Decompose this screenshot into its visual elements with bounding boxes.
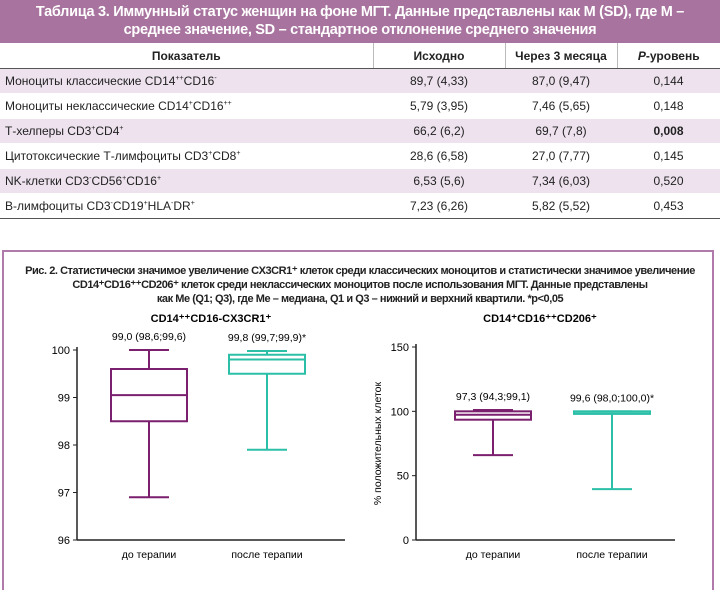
indicator-cell: В-лимфоциты CD3-CD19+HLA-DR+ — [0, 193, 373, 219]
col-header-3months: Через 3 месяца — [505, 43, 618, 69]
y-tick-label: 100 — [391, 406, 409, 418]
p-value-cell: 0,144 — [617, 68, 720, 94]
y-tick-label: 0 — [403, 535, 409, 547]
after-cell: 7,46 (5,65) — [505, 93, 617, 119]
y-tick-label: 99 — [58, 393, 70, 405]
chart-title: CD14⁺CD16⁺⁺CD206⁺ — [483, 313, 597, 325]
table-row: Цитотоксические Т-лимфоциты CD3+CD8+ 28,… — [0, 143, 720, 169]
caption-line: как Me (Q1; Q3), где Me – медиана, Q1 и … — [156, 293, 564, 305]
after-cell: 5,82 (5,52) — [505, 193, 617, 219]
baseline-cell: 89,7 (4,33) — [373, 68, 505, 94]
immune-status-table: Показатель Исходно Через 3 месяца P-уров… — [0, 43, 720, 219]
y-tick-label: 150 — [391, 342, 409, 354]
col-header-indicator: Показатель — [0, 43, 374, 69]
y-axis-label: % положительных клеток — [372, 382, 384, 506]
baseline-cell: 6,53 (5,6) — [373, 168, 505, 194]
y-tick-label: 98 — [58, 440, 70, 452]
p-value-cell: 0,145 — [617, 143, 720, 169]
indicator-cell: Цитотоксические Т-лимфоциты CD3+CD8+ — [0, 143, 373, 169]
y-tick-label: 50 — [397, 471, 409, 483]
p-value-cell: 0,520 — [617, 168, 720, 194]
x-tick-label: после терапии — [576, 549, 647, 561]
y-tick-label: 100 — [52, 345, 70, 357]
table-section: Таблица 3. Иммунный статус женщин на фон… — [0, 0, 720, 219]
box-label: 99,0 (98,6;99,6) — [112, 331, 186, 343]
baseline-cell: 5,79 (3,95) — [373, 93, 505, 119]
indicator-cell: NK-клетки CD3-CD56+CD16+ — [0, 168, 373, 194]
indicator-cell: Т-хелперы CD3+CD4+ — [0, 118, 373, 144]
after-cell: 7,34 (6,03) — [505, 168, 617, 194]
baseline-cell: 7,23 (6,26) — [373, 193, 505, 219]
figure-frame — [2, 250, 714, 590]
box-iqr — [228, 353, 306, 375]
x-tick-label: после терапии — [231, 549, 302, 561]
caption-line: CD14⁺CD16⁺⁺CD206⁺ клеток среди неклассич… — [72, 279, 648, 291]
indicator-cell: Моноциты классические CD14++CD16- — [0, 68, 373, 94]
chart-title: CD14⁺⁺CD16-CX3CR1⁺ — [151, 313, 272, 325]
y-tick-label: 96 — [58, 535, 70, 547]
caption-line: Рис. 2. Статистически значимое увеличени… — [25, 265, 695, 277]
after-cell: 27,0 (7,77) — [505, 143, 617, 169]
x-tick-label: до терапии — [122, 549, 177, 561]
box-label: 97,3 (94,3;99,1) — [456, 391, 530, 403]
col-header-baseline: Исходно — [373, 43, 506, 69]
table-row: Моноциты классические CD14++CD16- 89,7 (… — [0, 68, 720, 94]
table-row: NK-клетки CD3-CD56+CD16+ 6,53 (5,6) 7,34… — [0, 168, 720, 194]
figure-caption: Рис. 2. Статистически значимое увеличени… — [0, 264, 720, 306]
table-row: В-лимфоциты CD3-CD19+HLA-DR+ 7,23 (6,26)… — [0, 193, 720, 219]
col-header-p: P-уровень — [617, 43, 720, 69]
p-value-cell: 0,148 — [617, 93, 720, 119]
p-value-cell: 0,453 — [617, 193, 720, 219]
indicator-cell: Моноциты неклассические CD14+CD16++ — [0, 93, 373, 119]
after-cell: 87,0 (9,47) — [505, 68, 617, 94]
table-row: Т-хелперы CD3+CD4+ 66,2 (6,2) 69,7 (7,8)… — [0, 118, 720, 144]
box-label: 99,8 (99,7;99,9)* — [228, 332, 306, 344]
after-cell: 69,7 (7,8) — [505, 118, 617, 144]
baseline-cell: 28,6 (6,58) — [373, 143, 505, 169]
baseline-cell: 66,2 (6,2) — [373, 118, 505, 144]
p-value-cell: 0,008 — [617, 118, 720, 144]
table-caption: Таблица 3. Иммунный статус женщин на фон… — [0, 0, 720, 43]
box-label: 99,6 (98,0;100,0)* — [570, 392, 654, 404]
table-row: Моноциты неклассические CD14+CD16++ 5,79… — [0, 93, 720, 119]
y-tick-label: 97 — [58, 488, 70, 500]
x-tick-label: до терапии — [466, 549, 521, 561]
